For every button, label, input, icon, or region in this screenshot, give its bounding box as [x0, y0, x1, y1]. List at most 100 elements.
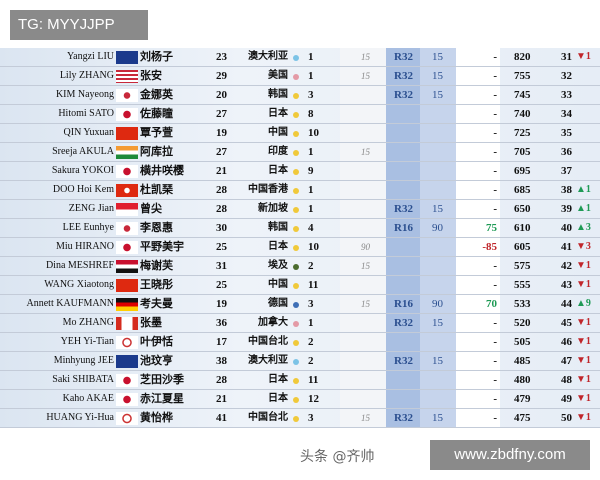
- points-diff: 75: [486, 222, 497, 234]
- band: [456, 48, 500, 66]
- world-rank: 48: [561, 374, 572, 386]
- world-rank: 37: [561, 165, 572, 177]
- age: 25: [216, 279, 227, 291]
- band: [420, 314, 456, 332]
- round-points: 15: [432, 70, 443, 82]
- round-points: 15: [432, 317, 443, 329]
- national-rank: 4: [308, 222, 314, 234]
- flag-icon: [116, 298, 138, 311]
- flag-icon: [116, 374, 138, 387]
- band: [340, 276, 386, 294]
- band: [456, 276, 500, 294]
- region-dot-icon: [293, 264, 299, 270]
- flag-icon: [116, 412, 138, 425]
- band: [456, 390, 500, 408]
- band: [340, 333, 386, 351]
- flag-icon: [116, 184, 138, 197]
- national-rank: 12: [308, 393, 319, 405]
- total-points: 755: [514, 70, 531, 82]
- flag-icon: [116, 70, 138, 83]
- band: [386, 219, 420, 237]
- player-name: Yangzi LIU: [66, 51, 114, 62]
- round: R32: [394, 70, 413, 82]
- player-name: Minhyung JEE: [53, 355, 114, 366]
- age: 30: [216, 222, 227, 234]
- points-diff: 70: [486, 298, 497, 310]
- table-row: KIM Nayeong 金娜英 20 韩国 3 R32 15 - 745 33: [0, 86, 600, 105]
- band: [456, 314, 500, 332]
- flag-icon: [116, 51, 138, 64]
- flag-icon: [116, 336, 138, 349]
- world-rank: 44: [561, 298, 572, 310]
- total-points: 533: [514, 298, 531, 310]
- player-name-cn: 李恩惠: [140, 221, 173, 234]
- national-rank: 1: [308, 51, 314, 63]
- age: 27: [216, 146, 227, 158]
- flag-icon: [116, 127, 138, 140]
- round-points: 15: [432, 412, 443, 424]
- country: 韩国: [268, 222, 288, 233]
- band: [420, 48, 456, 66]
- points-diff: -: [493, 89, 497, 101]
- round: R32: [394, 89, 413, 101]
- band: [420, 390, 456, 408]
- watermark-bottom-right: www.zbdfny.com: [430, 440, 590, 470]
- country: 日本: [268, 165, 288, 176]
- flag-icon: [116, 355, 138, 368]
- region-dot-icon: [293, 226, 299, 232]
- national-rank: 3: [308, 89, 314, 101]
- table-row: DOO Hoi Kem 杜凯琹 28 中国香港 1 - 685 38 ▲1: [0, 181, 600, 200]
- total-points: 575: [514, 260, 531, 272]
- band: [456, 200, 500, 218]
- round-points: 15: [432, 355, 443, 367]
- round: R32: [394, 412, 413, 424]
- player-name: LEE Eunhye: [62, 222, 114, 233]
- total-points: 475: [514, 412, 531, 424]
- national-rank: 8: [308, 108, 314, 120]
- band: [340, 390, 386, 408]
- country: 日本: [268, 374, 288, 385]
- dropped-points: 15: [361, 147, 370, 157]
- band: [420, 86, 456, 104]
- band: [386, 352, 420, 370]
- band: [386, 333, 420, 351]
- band: [420, 371, 456, 389]
- table-row: Annett KAUFMANN 考夫曼 19 德国 3 15 R16 90 70…: [0, 295, 600, 314]
- total-points: 480: [514, 374, 531, 386]
- player-name-cn: 阿库拉: [140, 145, 173, 158]
- band: [420, 181, 456, 199]
- player-name-cn: 张墨: [140, 316, 162, 329]
- national-rank: 1: [308, 146, 314, 158]
- world-rank: 34: [561, 108, 572, 120]
- band: [386, 200, 420, 218]
- country: 澳大利亚: [248, 51, 288, 62]
- player-name-cn: 考夫曼: [140, 297, 173, 310]
- national-rank: 1: [308, 317, 314, 329]
- region-dot-icon: [293, 321, 299, 327]
- player-name: Sakura YOKOI: [51, 165, 114, 176]
- world-rank: 41: [561, 241, 572, 253]
- table-row: Saki SHIBATA 芝田沙季 28 日本 11 - 480 48 ▼1: [0, 371, 600, 390]
- band: [456, 333, 500, 351]
- round-points: 15: [432, 89, 443, 101]
- total-points: 695: [514, 165, 531, 177]
- country: 新加坡: [258, 203, 288, 214]
- points-diff: -: [493, 165, 497, 177]
- country: 澳大利亚: [248, 355, 288, 366]
- band: [420, 162, 456, 180]
- age: 28: [216, 374, 227, 386]
- table-row: WANG Xiaotong 王晓彤 25 中国 11 - 555 43 ▼1: [0, 276, 600, 295]
- band: [386, 409, 420, 427]
- region-dot-icon: [293, 359, 299, 365]
- band: [386, 162, 420, 180]
- region-dot-icon: [293, 378, 299, 384]
- player-name-cn: 曾尖: [140, 202, 162, 215]
- world-rank: 31: [561, 51, 572, 63]
- band: [456, 295, 500, 313]
- table-row: Hitomi SATO 佐藤瞳 27 日本 8 - 740 34: [0, 105, 600, 124]
- points-diff: -: [493, 108, 497, 120]
- total-points: 705: [514, 146, 531, 158]
- world-rank: 42: [561, 260, 572, 272]
- rank-change: ▼1: [576, 374, 591, 385]
- rank-change: ▼1: [576, 260, 591, 271]
